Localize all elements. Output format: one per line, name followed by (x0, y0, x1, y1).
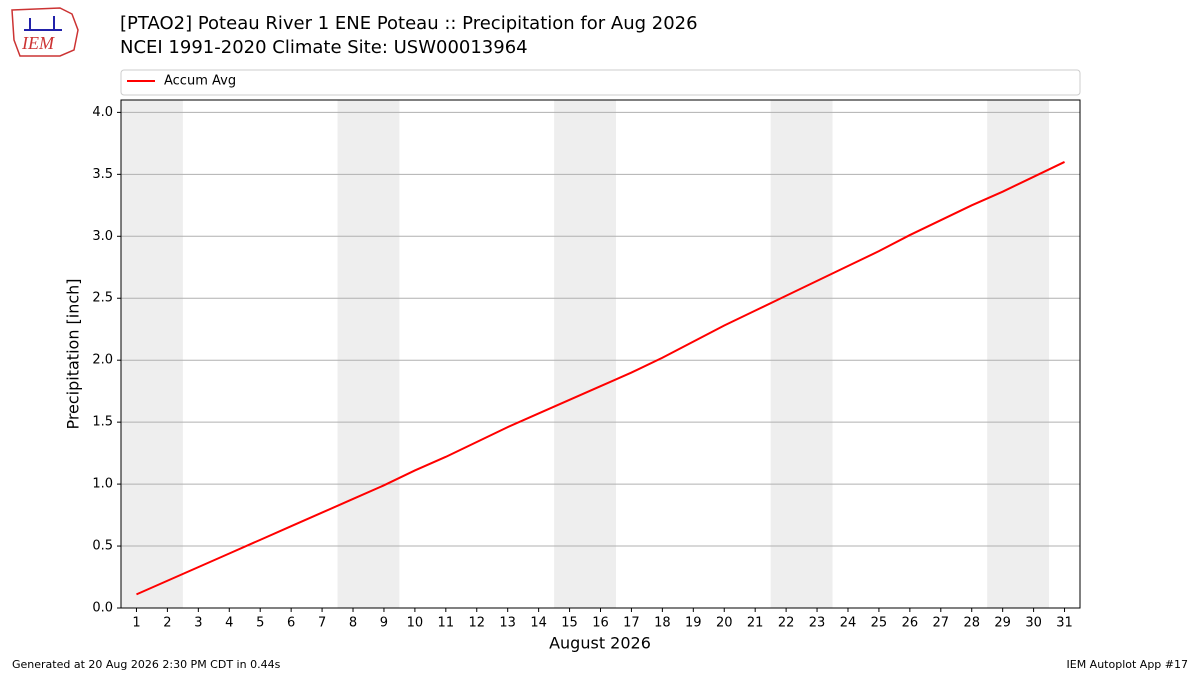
x-tick-label: 21 (747, 616, 764, 631)
x-tick-label: 22 (778, 616, 795, 631)
x-tick-label: 5 (256, 616, 264, 631)
x-tick-label: 20 (716, 616, 733, 631)
plot-frame (120, 99, 1081, 609)
x-tick-label: 6 (287, 616, 295, 631)
x-tick-label: 24 (840, 616, 857, 631)
x-tick-label: 13 (499, 616, 516, 631)
x-tick-label: 14 (530, 616, 547, 631)
x-tick-label: 27 (933, 616, 950, 631)
x-tick-label: 15 (561, 616, 578, 631)
footer-left: Generated at 20 Aug 2026 2:30 PM CDT in … (12, 658, 281, 671)
y-axis-label: Precipitation [inch] (64, 278, 83, 429)
x-tick-label: 23 (809, 616, 826, 631)
weekend-band (337, 100, 400, 608)
x-tick-label: 1 (132, 616, 140, 631)
y-tick-label: 2.0 (92, 353, 113, 368)
x-tick-label: 3 (194, 616, 202, 631)
y-tick-label: 1.0 (92, 477, 113, 492)
weekend-band (554, 100, 616, 608)
x-tick-label: 10 (407, 616, 424, 631)
series-line (136, 161, 1065, 596)
x-tick-label: 30 (1025, 616, 1042, 631)
footer-right: IEM Autoplot App #17 (1067, 658, 1189, 671)
x-tick-label: 19 (685, 616, 702, 631)
x-tick-label: 4 (225, 616, 233, 631)
chart-subtitle: NCEI 1991-2020 Climate Site: USW00013964 (120, 37, 528, 58)
y-tick-label: 3.5 (92, 167, 113, 182)
x-tick-label: 11 (438, 616, 455, 631)
x-tick-label: 26 (902, 616, 919, 631)
weekend-band (987, 100, 1050, 608)
x-tick-label: 17 (623, 616, 640, 631)
x-tick-label: 29 (994, 616, 1011, 631)
y-tick-label: 1.5 (92, 415, 113, 430)
x-tick-label: 28 (963, 616, 980, 631)
x-tick-label: 18 (654, 616, 671, 631)
y-tick-label: 2.5 (92, 291, 113, 306)
x-tick-label: 8 (349, 616, 357, 631)
weekend-band (770, 100, 833, 608)
x-tick-label: 9 (380, 616, 388, 631)
legend-box (120, 69, 1081, 96)
x-tick-label: 2 (163, 616, 171, 631)
logo-text: IEM (21, 33, 55, 53)
logo: IEM (11, 7, 79, 57)
x-tick-label: 25 (871, 616, 888, 631)
y-tick-label: 0.5 (92, 539, 113, 554)
y-tick-label: 3.0 (92, 229, 113, 244)
x-tick-label: 12 (468, 616, 485, 631)
x-tick-label: 31 (1056, 616, 1073, 631)
y-tick-label: 0.0 (92, 601, 113, 616)
legend-label: Accum Avg (164, 74, 236, 89)
x-tick-label: 7 (318, 616, 326, 631)
y-tick-label: 4.0 (92, 105, 113, 120)
x-axis-label: August 2026 (549, 634, 651, 653)
weekend-band (121, 100, 183, 608)
x-tick-label: 16 (592, 616, 609, 631)
chart-title: [PTAO2] Poteau River 1 ENE Poteau :: Pre… (120, 13, 698, 34)
